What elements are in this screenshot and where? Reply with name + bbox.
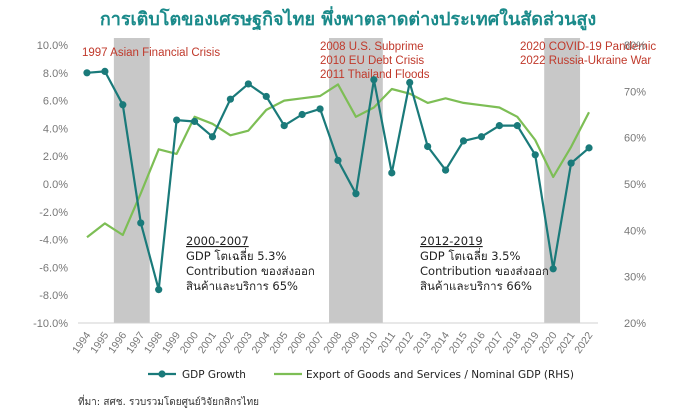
gdp-growth-point [406, 78, 414, 87]
event-label: 2020 COVID-19 Pandemic [520, 41, 656, 53]
annotation-line: สินค้าและบริการ 65% [186, 279, 298, 293]
x-tick-label: 1994 [70, 330, 93, 356]
chart-title: การเติบโตของเศรษฐกิจไทย พึ่งพาตลาดต่างปร… [100, 6, 596, 31]
shaded-period [113, 38, 150, 323]
x-tick-label: 2005 [267, 330, 290, 356]
x-tick-label: 2018 [501, 330, 524, 356]
y-left-tick-label: 4.0% [43, 123, 68, 135]
y-left-tick-label: -2.0% [39, 207, 68, 219]
event-label: 2022 Russia-Ukraine War [520, 55, 651, 67]
y-right-tick-label: 80% [624, 40, 646, 52]
gdp-growth-point [531, 151, 539, 159]
gdp-growth-point [424, 142, 432, 151]
x-tick-label: 2007 [303, 330, 326, 356]
x-tick-label: 1995 [88, 330, 111, 356]
gdp-growth-point [441, 166, 450, 174]
y-left-tick-label: -8.0% [39, 290, 68, 302]
annotation-line: GDP โตเฉลี่ย 5.3% [186, 248, 286, 263]
y-right-tick-label: 70% [624, 86, 646, 98]
gdp-growth-point [190, 117, 199, 126]
gdp-growth-point [262, 92, 270, 101]
gdp-growth-point [83, 69, 91, 77]
gdp-growth-point [585, 144, 593, 152]
gdp-growth-point [155, 286, 163, 294]
y-right-tick-label: 20% [624, 318, 646, 330]
x-tick-label: 2012 [393, 330, 416, 356]
x-tick-label: 2000 [178, 330, 201, 356]
x-tick-label: 2008 [321, 330, 344, 356]
y-left-tick-label: 2.0% [43, 151, 68, 163]
y-right-tick-label: 50% [624, 179, 646, 191]
event-label: 2010 EU Debt Crisis [320, 55, 424, 67]
gdp-growth-point [208, 133, 217, 141]
x-tick-label: 2002 [214, 330, 237, 356]
x-tick-label: 2022 [572, 330, 595, 356]
gdp-growth-point [137, 219, 145, 227]
gdp-growth-point [459, 137, 468, 145]
x-tick-label: 2017 [483, 330, 506, 356]
x-tick-label: 2006 [285, 330, 308, 356]
x-tick-label: 2019 [518, 330, 541, 356]
gdp-growth-point [226, 95, 235, 103]
y-left-tick-label: 8.0% [43, 68, 68, 80]
x-tick-label: 1998 [142, 330, 165, 356]
legend-marker-gdp [158, 370, 166, 378]
x-tick-label: 2010 [357, 330, 380, 356]
y-right-tick-label: 40% [624, 225, 646, 237]
y-left-tick-label: 6.0% [43, 96, 68, 108]
x-tick-label: 1996 [106, 330, 129, 356]
legend-label-gdp: GDP Growth [182, 369, 246, 381]
gdp-growth-point [567, 159, 575, 167]
gdp-growth-point [495, 122, 503, 130]
x-tick-label: 2009 [339, 330, 362, 356]
y-left-tick-label: -10.0% [33, 318, 68, 330]
gdp-growth-point [119, 101, 127, 109]
gdp-growth-point [477, 133, 486, 141]
event-label: 2008 U.S. Subprime [320, 41, 424, 53]
annotation-line: Contribution ของส่งออก [186, 264, 315, 278]
gdp-growth-point [334, 156, 342, 164]
event-label: 1997 Asian Financial Crisis [82, 47, 220, 59]
annotation-line: สินค้าและบริการ 66% [420, 279, 532, 293]
gdp-growth-point [549, 265, 557, 273]
shaded-period [544, 38, 581, 323]
x-tick-label: 2014 [429, 330, 452, 356]
annotation-line: 2012-2019 [420, 234, 483, 248]
source-note: ที่มา: สศช. รวบรวมโดยศูนย์วิจัยกสิกรไทย [78, 394, 259, 408]
x-tick-label: 2015 [447, 330, 470, 356]
x-tick-label: 1997 [124, 330, 147, 356]
gdp-growth-point [298, 110, 306, 119]
gdp-growth-point [370, 76, 378, 84]
y-left-tick-label: -4.0% [39, 235, 68, 247]
event-label: 2011 Thailand Floods [320, 69, 430, 81]
x-tick-label: 2021 [554, 330, 577, 356]
gdp-growth-point [352, 190, 360, 198]
x-tick-label: 2013 [411, 330, 434, 356]
gdp-growth-point [316, 105, 324, 113]
legend-label-export: Export of Goods and Services / Nominal G… [306, 369, 574, 381]
y-left-tick-label: 0.0% [43, 179, 68, 191]
y-left-tick-label: -6.0% [39, 262, 68, 274]
x-tick-label: 2020 [536, 330, 559, 356]
x-tick-label: 2001 [196, 330, 219, 356]
annotation-line: 2000-2007 [186, 234, 249, 248]
annotation-line: GDP โตเฉลี่ย 3.5% [420, 248, 520, 263]
y-right-tick-label: 30% [624, 272, 646, 284]
gdp-growth-point [280, 122, 288, 130]
x-tick-label: 2016 [465, 330, 488, 356]
annotation-line: Contribution ของส่งออก [420, 264, 549, 278]
gdp-growth-point [513, 122, 521, 130]
y-left-tick-label: 10.0% [37, 40, 68, 52]
x-tick-label: 2003 [232, 330, 255, 356]
y-right-tick-label: 60% [624, 133, 646, 145]
x-tick-label: 2004 [250, 330, 273, 356]
gdp-growth-point [388, 169, 396, 177]
gdp-growth-point [173, 116, 181, 124]
gdp-growth-point [244, 80, 252, 88]
gdp-growth-point [101, 67, 109, 76]
x-tick-label: 1999 [160, 330, 183, 356]
export-share-line [86, 83, 590, 239]
